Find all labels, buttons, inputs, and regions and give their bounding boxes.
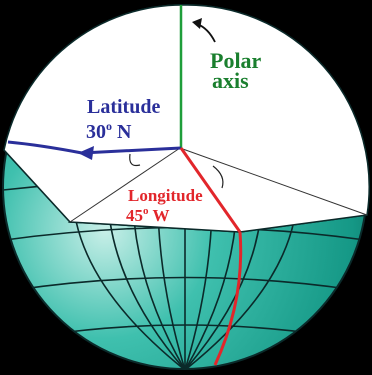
cutout-plane — [3, 4, 370, 233]
latitude-angle-arc — [129, 153, 141, 167]
plane-edge-right — [179, 147, 368, 216]
latitude-value: 30o N — [86, 119, 132, 143]
longitude-label: Longitude — [128, 186, 203, 205]
latitude-label: Latitude — [87, 96, 160, 118]
longitude-line — [179, 147, 242, 233]
longitude-unit: o — [143, 205, 149, 217]
latitude-deg: 30 — [86, 121, 106, 143]
plane-edge-left — [69, 147, 181, 223]
latitude-dir: N — [112, 121, 132, 143]
latitude-unit: o — [106, 119, 112, 133]
longitude-dir: W — [149, 206, 170, 225]
longitude-angle-arc — [212, 165, 224, 189]
latitude-line — [81, 146, 182, 155]
polar-label-1: Polar — [210, 48, 262, 73]
latitude-arc — [7, 140, 83, 155]
longitude-deg: 45 — [126, 206, 143, 225]
longitude-arc — [213, 231, 243, 366]
longitude-value: 45o W — [126, 205, 169, 225]
curved-arrow-head — [192, 18, 202, 29]
arrowhead-icon — [78, 146, 94, 160]
polar-label-2: axis — [212, 68, 249, 93]
